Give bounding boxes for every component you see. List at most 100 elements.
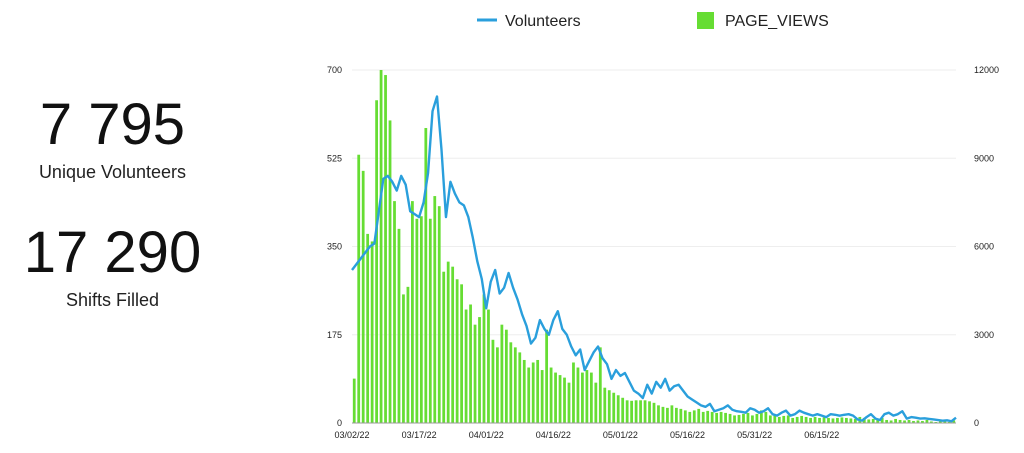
page-views-bar bbox=[885, 419, 889, 423]
y-right-tick-label: 3000 bbox=[974, 330, 994, 340]
page-views-bar bbox=[379, 70, 383, 423]
page-views-bar bbox=[634, 400, 638, 423]
page-views-bar bbox=[598, 347, 602, 423]
page-views-bar bbox=[804, 416, 808, 423]
page-views-bar bbox=[464, 309, 468, 423]
page-views-bar bbox=[894, 418, 897, 423]
page-views-bar bbox=[773, 414, 777, 423]
page-views-bar bbox=[518, 352, 522, 423]
page-views-bar bbox=[679, 408, 683, 423]
page-views-bar bbox=[782, 415, 786, 423]
page-views-bar bbox=[934, 421, 938, 423]
y-right-tick-label: 9000 bbox=[974, 153, 994, 163]
page-views-bar bbox=[853, 418, 857, 423]
page-views-bar bbox=[813, 416, 817, 423]
page-views-bar bbox=[907, 419, 911, 423]
page-views-bar bbox=[370, 241, 374, 423]
page-views-bar bbox=[822, 417, 826, 423]
y-left-tick-label: 525 bbox=[327, 153, 342, 163]
y-left-tick-label: 175 bbox=[327, 330, 342, 340]
page-views-bar bbox=[728, 413, 732, 423]
page-views-bar bbox=[836, 417, 839, 423]
x-tick-label: 04/16/22 bbox=[536, 430, 571, 440]
page-views-bar bbox=[487, 309, 490, 423]
volunteers-line bbox=[351, 95, 957, 423]
page-views-bar bbox=[862, 417, 866, 423]
page-views-bar bbox=[415, 218, 419, 423]
page-views-bar bbox=[567, 382, 571, 423]
x-tick-label: 05/16/22 bbox=[670, 430, 705, 440]
page-views-bar bbox=[827, 417, 830, 423]
page-views-bar bbox=[531, 362, 535, 423]
y-left-tick-label: 700 bbox=[327, 65, 342, 75]
page-views-bar bbox=[795, 416, 799, 423]
page-views-bar bbox=[916, 420, 920, 423]
legend-volunteers-label: Volunteers bbox=[505, 13, 581, 30]
page-views-bar bbox=[786, 415, 790, 423]
page-views-bar bbox=[715, 412, 719, 423]
page-views-bar bbox=[451, 266, 455, 423]
page-views-bar bbox=[880, 417, 884, 423]
page-views-bar bbox=[751, 415, 754, 423]
page-views-bar bbox=[674, 407, 678, 423]
page-views-bar bbox=[393, 201, 396, 423]
page-views-bar bbox=[361, 170, 365, 423]
page-views-bar bbox=[867, 419, 871, 423]
unique-volunteers-label: Unique Volunteers bbox=[38, 162, 187, 182]
page-views-bar bbox=[496, 347, 499, 423]
page-views-bar bbox=[643, 400, 647, 423]
x-tick-label: 04/01/22 bbox=[469, 430, 504, 440]
page-views-bar bbox=[742, 413, 745, 423]
page-views-bar bbox=[616, 395, 620, 423]
page-views-bar bbox=[719, 411, 723, 423]
y-left-tick-label: 350 bbox=[327, 242, 342, 252]
page-views-bar bbox=[840, 417, 844, 423]
page-views-bar bbox=[603, 387, 607, 423]
page-views-bar bbox=[482, 294, 486, 423]
x-tick-label: 03/02/22 bbox=[334, 430, 369, 440]
page-views-bar bbox=[921, 420, 924, 423]
page-views-bar bbox=[697, 408, 701, 423]
page-views-bar bbox=[558, 375, 562, 423]
legend-page-views-label: PAGE_VIEWS bbox=[725, 13, 829, 30]
page-views-bar bbox=[384, 75, 387, 424]
page-views-bar bbox=[428, 218, 432, 423]
x-tick-label: 05/31/22 bbox=[737, 430, 772, 440]
page-views-bar bbox=[437, 206, 441, 423]
page-views-bar bbox=[478, 317, 481, 423]
page-views-bar bbox=[388, 120, 392, 423]
page-views-bar bbox=[746, 412, 750, 423]
page-views-bar bbox=[759, 410, 763, 423]
page-views-bar bbox=[692, 410, 696, 423]
page-views-bar bbox=[670, 405, 674, 423]
page-views-bar bbox=[607, 390, 611, 423]
page-views-bar bbox=[688, 411, 692, 423]
y-right-tick-label: 0 bbox=[974, 418, 979, 428]
page-views-bar bbox=[710, 411, 714, 423]
y-right-tick-label: 6000 bbox=[974, 242, 994, 252]
page-views-bar bbox=[621, 397, 625, 423]
page-views-bar bbox=[352, 378, 356, 423]
shifts-filled-value: 17 290 bbox=[23, 220, 202, 285]
page-views-bar bbox=[876, 419, 880, 423]
page-views-bar bbox=[791, 417, 795, 423]
page-views-bar bbox=[419, 216, 423, 423]
page-views-bar bbox=[947, 421, 951, 423]
page-views-bar bbox=[581, 372, 584, 423]
page-views-bar bbox=[500, 324, 504, 423]
page-views-bar bbox=[639, 400, 642, 423]
page-views-bar bbox=[661, 406, 665, 423]
page-views-bar bbox=[460, 284, 464, 423]
page-views-bar bbox=[818, 417, 821, 423]
page-views-bar bbox=[768, 415, 772, 423]
page-views-bar bbox=[755, 413, 759, 423]
page-views-bar bbox=[737, 414, 741, 423]
page-views-bar bbox=[844, 417, 848, 423]
page-views-bar bbox=[925, 419, 929, 423]
page-views-bar bbox=[585, 370, 589, 423]
page-views-bar bbox=[473, 324, 477, 423]
page-views-bar bbox=[912, 420, 915, 423]
page-views-bar bbox=[357, 154, 361, 423]
page-views-bar bbox=[513, 347, 517, 423]
